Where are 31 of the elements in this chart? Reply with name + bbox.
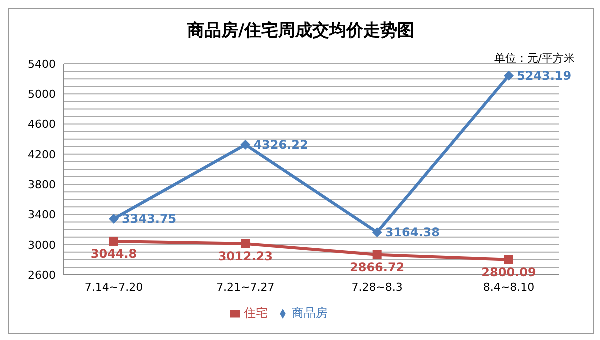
y-tick-label: 3800: [28, 178, 56, 192]
point: [241, 239, 250, 248]
chart-title: 商品房/住宅周成交均价走势图: [186, 20, 416, 42]
y-tick-label: 3400: [28, 208, 56, 222]
point: [110, 236, 118, 246]
point: [372, 250, 382, 260]
point: [504, 70, 514, 81]
point: [240, 140, 251, 150]
y-tick-label: 4600: [28, 118, 56, 132]
data-label: 5243.19: [517, 69, 572, 84]
y-tick-label: 5000: [28, 88, 56, 102]
point: [504, 255, 514, 264]
data-label: 2866.72: [350, 260, 405, 274]
legend-label: 住宅: [244, 306, 268, 320]
data-label: 3164.38: [385, 226, 440, 240]
data-label: 3044.8: [90, 247, 138, 261]
y-tick-label: 2600: [28, 268, 56, 282]
point: [109, 214, 119, 224]
y-tick-label: 5400: [28, 58, 56, 71]
x-tick-label: 7.21~7.27: [216, 280, 275, 294]
data-label: 3343.75: [122, 212, 177, 226]
data-label: 4326.22: [254, 138, 308, 152]
x-tick-label: 8.4~8.10: [483, 280, 535, 294]
annotation: 单位：元/平方米: [494, 51, 575, 66]
x-tick-label: 7.28~8.3: [352, 280, 403, 294]
y-tick-label: 3000: [28, 238, 56, 252]
x-tick-label: 7.14~7.20: [84, 280, 144, 294]
y-tick-label: 4200: [28, 148, 56, 162]
data-label: 3012.23: [218, 249, 273, 264]
legend-label: 商品房: [292, 306, 328, 320]
point: [372, 227, 382, 238]
